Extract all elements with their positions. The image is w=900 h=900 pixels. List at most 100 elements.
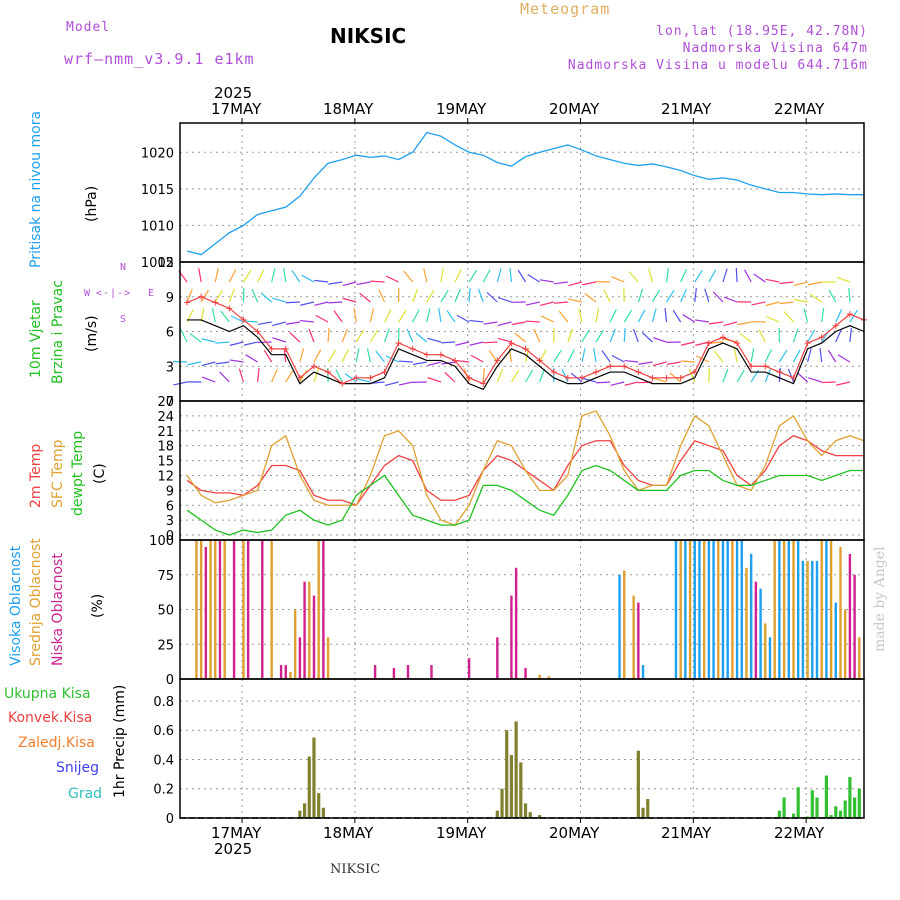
compass-n: N xyxy=(120,262,127,273)
cloud-bar xyxy=(632,595,635,679)
wind-arrow xyxy=(595,308,600,323)
cloud-bar xyxy=(782,540,786,679)
cloud-bar xyxy=(745,567,748,679)
wind-arrow xyxy=(315,314,329,323)
wind-arrow xyxy=(849,328,852,343)
wind-arrow xyxy=(187,361,202,366)
gust-marker xyxy=(846,311,853,318)
wind-arrow xyxy=(682,314,696,323)
wind-arrow xyxy=(694,319,709,323)
wind-arrow xyxy=(328,301,343,304)
wind-arrow xyxy=(750,348,755,363)
wind-arrow xyxy=(257,321,272,326)
wind-arrow xyxy=(821,308,825,323)
wind-arrow xyxy=(540,301,554,306)
ytick-precip-0: 0 xyxy=(166,812,174,827)
wind-arrow xyxy=(778,349,788,363)
cloud-bar xyxy=(843,609,847,679)
wind-arrow xyxy=(680,341,695,346)
gust-marker xyxy=(762,363,769,370)
cloud-bar xyxy=(623,570,626,679)
gust-marker xyxy=(804,340,811,347)
gust-marker xyxy=(296,374,303,381)
cloud-bar xyxy=(712,540,715,679)
wind-arrow xyxy=(664,308,668,323)
model-elevation-label: Nadmorska Visina u modelu 644.716m xyxy=(567,58,868,73)
cloud-bar xyxy=(242,540,245,679)
wind-arrow xyxy=(423,268,428,283)
top-year-label: 2025 xyxy=(214,84,253,102)
temp-series-dewpt-temp xyxy=(186,464,864,536)
wind-arrow xyxy=(228,288,235,303)
station-title: NIKSIC xyxy=(330,24,407,48)
gust-marker xyxy=(536,357,543,364)
bottom-day-21: 21MAY xyxy=(661,824,712,842)
wind-arrow xyxy=(497,337,512,343)
wind-arrow xyxy=(723,296,738,303)
cloud-bar xyxy=(618,574,621,679)
cloud-bar xyxy=(731,540,734,679)
wind-arrow xyxy=(291,270,301,283)
wind-arrow xyxy=(568,281,583,287)
wind-arrow xyxy=(723,321,738,327)
wind-arrow xyxy=(341,349,349,363)
wind-arrow xyxy=(327,327,330,343)
gust-marker xyxy=(353,374,360,381)
ytick-temp-9: 27 xyxy=(157,395,174,410)
cloud-bar xyxy=(858,637,861,679)
wind-arrow xyxy=(412,361,427,366)
top-day-17: 17MAY xyxy=(211,100,262,118)
wind-arrow xyxy=(540,315,554,323)
wind-arrow xyxy=(272,297,286,303)
wind-arrow xyxy=(427,377,442,383)
wind-arrow xyxy=(509,268,513,283)
wind-arrow xyxy=(263,349,273,363)
ytick-temp-4: 12 xyxy=(157,469,174,484)
wind-arrow xyxy=(787,368,795,383)
wind-arrow xyxy=(517,269,527,283)
gust-marker xyxy=(367,374,374,381)
wind-arrow xyxy=(383,309,392,323)
gust-marker xyxy=(339,380,346,387)
wind-arrow xyxy=(666,361,681,366)
ytick-wind-0: 0 xyxy=(166,395,174,410)
wind-arrow xyxy=(651,308,657,323)
wind-arrow xyxy=(497,297,512,303)
gust-marker xyxy=(832,322,839,329)
wind-arrow xyxy=(525,301,540,306)
cloud-bar xyxy=(467,658,471,679)
cloud-bar xyxy=(538,674,541,679)
wind-arrow xyxy=(189,333,202,343)
wind-arrow xyxy=(582,281,597,286)
wind-arrow xyxy=(603,289,611,303)
wind-arrow xyxy=(708,269,717,283)
ytick-precip-2: 0.4 xyxy=(153,753,174,768)
wind-arrow xyxy=(808,377,822,383)
wind-arrow xyxy=(301,274,315,283)
wind-arrow xyxy=(601,350,611,363)
wind-arrow xyxy=(299,319,315,323)
cloud-bar xyxy=(223,540,226,679)
precip-bar xyxy=(523,803,528,818)
ytick-temp-3: 9 xyxy=(166,484,174,499)
precip-bar xyxy=(528,812,532,818)
wind-arrow xyxy=(342,281,357,287)
legend-freezing-rain: Zaledj.Kisa xyxy=(18,735,95,751)
cloud-bar xyxy=(768,637,772,679)
wind-arrow xyxy=(680,288,687,303)
wind-arrow xyxy=(653,337,667,343)
wind-arrow xyxy=(228,269,237,283)
wind-arrow xyxy=(835,309,843,323)
wind-arrow xyxy=(628,271,639,283)
wind-arrow xyxy=(214,268,219,283)
wind-arrow xyxy=(568,298,583,303)
panel-frame-precip xyxy=(179,678,865,819)
cloud-bar xyxy=(524,667,527,679)
cloud-bar xyxy=(322,540,325,679)
wind-arrow xyxy=(384,381,399,386)
cloud-bar xyxy=(270,540,273,679)
cloud-bar xyxy=(778,540,781,679)
wind-arrow xyxy=(696,355,710,363)
wind-arrow xyxy=(219,371,230,383)
ytick-precip-3: 0.6 xyxy=(153,724,174,739)
